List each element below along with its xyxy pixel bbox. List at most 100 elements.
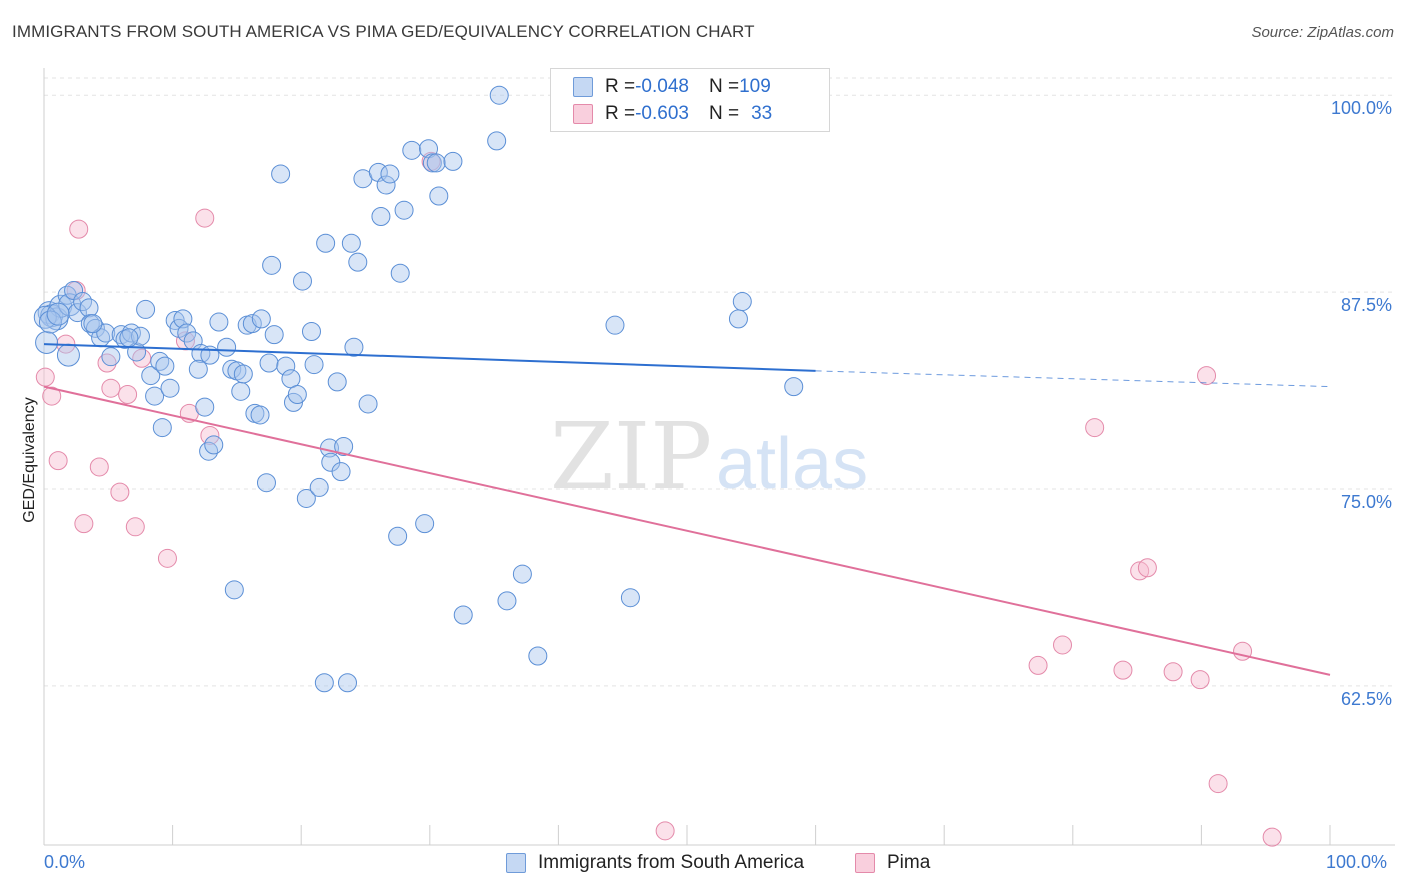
data-point-south-america — [155, 356, 175, 376]
data-point-south-america — [141, 366, 161, 386]
data-point-south-america — [388, 526, 408, 546]
data-point-pima — [74, 514, 94, 534]
data-point-south-america — [512, 564, 532, 584]
data-point-south-america — [390, 263, 410, 283]
data-point-south-america — [173, 309, 193, 329]
data-point-south-america — [605, 315, 625, 335]
data-point-pima — [1197, 366, 1217, 386]
y-tick-labels: 62.5% 75.0% 87.5% 100.0% — [1331, 98, 1392, 709]
data-point-south-america — [331, 462, 351, 482]
data-point-south-america — [429, 186, 449, 206]
data-point-south-america — [79, 298, 99, 318]
data-point-pima — [195, 208, 215, 228]
data-point-south-america — [231, 381, 251, 401]
data-point-south-america — [453, 605, 473, 625]
data-point-pima — [1053, 635, 1073, 655]
data-point-pima — [125, 517, 145, 537]
data-point-south-america — [327, 372, 347, 392]
data-point-pima — [1163, 662, 1183, 682]
data-point-south-america — [309, 477, 329, 497]
data-point-south-america — [35, 331, 59, 355]
data-point-south-america — [264, 325, 284, 345]
y-tick-label: 100.0% — [1331, 98, 1392, 118]
trend-line-south-america — [43, 343, 816, 372]
data-point-pima — [35, 367, 55, 387]
watermark-zip: ZIP — [550, 403, 712, 510]
data-point-south-america — [199, 441, 219, 461]
data-point-south-america — [426, 153, 446, 173]
bottom-legend-south-america: Immigrants from South America — [506, 852, 804, 874]
data-point-south-america — [292, 271, 312, 291]
watermark-atlas: atlas — [716, 424, 868, 504]
x-tick-label-min: 0.0% — [44, 852, 86, 872]
data-point-south-america — [242, 314, 262, 334]
trend-line-pima — [43, 385, 1331, 676]
data-point-south-america — [371, 206, 391, 226]
data-point-south-america — [304, 355, 324, 375]
data-point-south-america — [341, 233, 361, 253]
data-point-south-america — [136, 299, 156, 319]
legend-row-pima: R = -0.603 N = 33 — [573, 100, 772, 128]
data-point-pima — [1137, 558, 1157, 578]
legend-r-label: R = — [605, 103, 636, 124]
data-point-south-america — [46, 302, 70, 326]
legend-r-value: -0.603 — [635, 103, 689, 124]
data-point-pima — [48, 451, 68, 471]
data-point-pima — [89, 457, 109, 477]
data-point-south-america — [119, 328, 139, 348]
axes — [43, 68, 1395, 846]
x-tick-label-max: 100.0% — [1326, 852, 1388, 872]
data-point-pima — [200, 425, 220, 445]
data-point-south-america — [145, 386, 165, 406]
data-point-south-america — [195, 397, 215, 417]
data-point-south-america — [204, 435, 224, 455]
data-point-south-america — [56, 343, 80, 367]
data-point-south-america — [358, 394, 378, 414]
data-point-south-america — [732, 292, 752, 312]
data-point-south-america — [37, 301, 61, 325]
data-point-south-america — [348, 252, 368, 272]
data-point-south-america — [376, 175, 396, 195]
bottom-legend-pima: Pima — [855, 852, 930, 874]
chart-title: IMMIGRANTS FROM SOUTH AMERICA VS PIMA GE… — [12, 22, 755, 41]
data-point-south-america — [296, 488, 316, 508]
stats-legend: R = -0.048 N = 109 R = -0.603 N = 33 — [550, 68, 830, 132]
data-point-south-america — [96, 323, 116, 343]
legend-swatch-pima — [573, 104, 593, 124]
data-point-pima — [1028, 655, 1048, 675]
data-point-pima — [1130, 561, 1150, 581]
legend-r-label: R = — [605, 76, 636, 97]
data-point-south-america — [415, 514, 435, 534]
series-south-america-points — [33, 85, 804, 693]
data-point-south-america — [276, 356, 296, 376]
data-point-south-america — [337, 673, 357, 693]
legend-row-south-america: R = -0.048 N = 109 — [573, 73, 771, 101]
data-point-south-america — [620, 588, 640, 608]
data-point-south-america — [233, 364, 253, 384]
data-point-south-america — [528, 646, 548, 666]
data-point-south-america — [217, 337, 237, 357]
data-point-pima — [101, 378, 121, 398]
source-label: Source: ZipAtlas.com — [1251, 24, 1394, 41]
data-point-south-america — [334, 436, 354, 456]
y-axis-label: GED/Equivalency — [21, 397, 38, 523]
series-pima-points — [35, 151, 1282, 847]
data-point-south-america — [160, 378, 180, 398]
data-point-south-america — [250, 405, 270, 425]
data-point-south-america — [251, 309, 271, 329]
data-point-pima — [1208, 774, 1228, 794]
data-point-pima — [1262, 827, 1282, 847]
y-tick-label: 87.5% — [1341, 295, 1392, 315]
data-point-pima — [157, 548, 177, 568]
data-point-south-america — [287, 384, 307, 404]
data-point-south-america — [321, 452, 341, 472]
data-point-south-america — [271, 164, 291, 184]
data-point-south-america — [188, 359, 208, 379]
bottom-legend-swatch-south-america — [506, 853, 526, 873]
data-point-south-america — [67, 303, 87, 323]
data-point-pima — [132, 348, 152, 368]
data-point-south-america — [728, 309, 748, 329]
bottom-legend-label-south-america: Immigrants from South America — [538, 852, 805, 873]
legend-r-value: -0.048 — [635, 76, 689, 97]
data-point-south-america — [101, 347, 121, 367]
